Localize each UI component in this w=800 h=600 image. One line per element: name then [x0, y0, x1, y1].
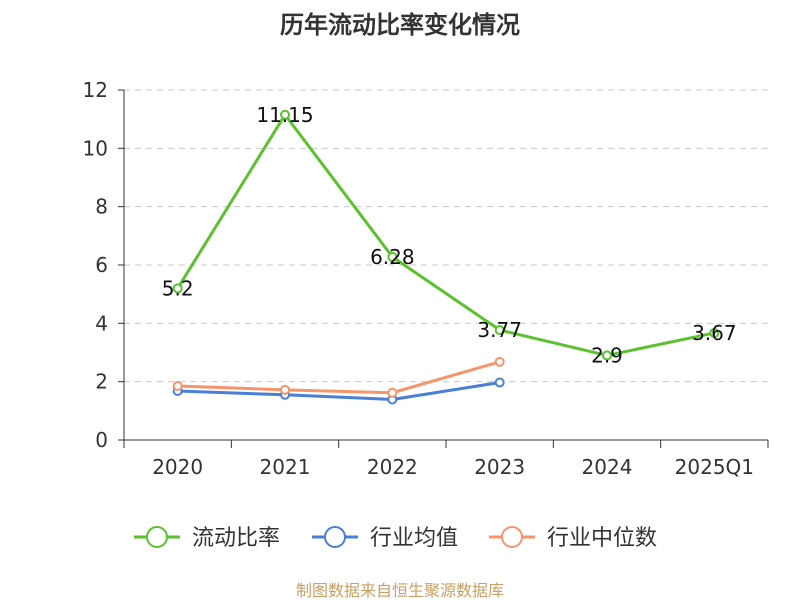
legend-marker [501, 526, 523, 548]
source-note: 制图数据来自恒生聚源数据库 [296, 581, 504, 600]
series-line [176, 360, 502, 395]
chart-title: 历年流动比率变化情况 [280, 11, 520, 39]
y-tick-label: 4 [95, 311, 108, 335]
legend-marker [146, 526, 168, 548]
series-group [172, 109, 720, 405]
y-tick-label: 12 [83, 78, 108, 102]
y-tick-label: 8 [95, 195, 108, 219]
data-point [494, 356, 505, 367]
data-point [172, 283, 183, 294]
data-point [602, 350, 612, 361]
data-point [494, 377, 505, 388]
y-tick-label: 6 [95, 253, 108, 277]
grid-lines [124, 89, 768, 383]
data-point [494, 325, 505, 336]
y-tick-label: 0 [95, 428, 108, 452]
axes: 0 2 4 6 8 10 12 2020 2021 2022 2023 2024 2025Q1 [83, 78, 769, 479]
series-line [176, 381, 502, 401]
legend-item[interactable]: 行业均值 [312, 526, 458, 551]
data-label: 3.67 [692, 321, 737, 345]
data-point [387, 387, 398, 398]
data-label: 2.9 [591, 343, 623, 367]
legend-marker [324, 526, 346, 548]
x-tick-label: 2021 [260, 455, 311, 479]
x-tick-label: 2024 [582, 455, 633, 479]
series-line [176, 113, 716, 357]
x-tick-label: 2020 [152, 455, 203, 479]
data-label: 3.77 [477, 318, 522, 342]
data-labels: 5.2 11.15 6.28 3.77 2.9 3.67 [162, 103, 737, 368]
data-point [280, 109, 290, 120]
data-label: 5.2 [162, 276, 194, 300]
x-tick-label: 2022 [367, 455, 418, 479]
x-tick-label: 2023 [474, 455, 525, 479]
data-label: 11.15 [256, 103, 313, 127]
legend-label: 行业均值 [370, 526, 458, 551]
data-point [387, 251, 398, 262]
legend-item[interactable]: 行业中位数 [489, 526, 657, 551]
legend-item[interactable]: 流动比率 [134, 526, 280, 551]
data-label: 6.28 [370, 245, 415, 269]
data-point [280, 384, 290, 395]
data-point [709, 327, 720, 338]
legend[interactable]: 流动比率 行业均值 行业中位数 [134, 526, 657, 551]
legend-label: 流动比率 [192, 526, 280, 551]
data-point [172, 381, 183, 392]
legend-label: 行业中位数 [547, 526, 657, 551]
y-tick-label: 10 [83, 136, 108, 160]
y-tick-label: 2 [95, 370, 108, 394]
x-tick-label: 2025Q1 [675, 455, 754, 479]
